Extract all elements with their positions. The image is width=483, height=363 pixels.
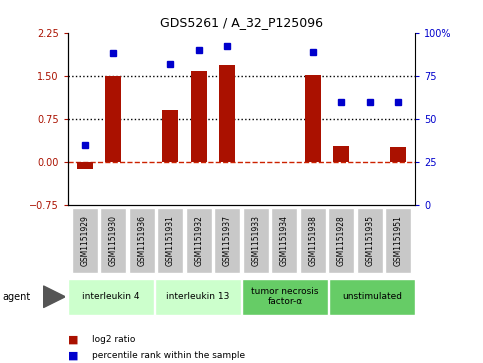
- Text: GSM1151929: GSM1151929: [80, 215, 89, 266]
- FancyBboxPatch shape: [155, 279, 241, 315]
- Text: ■: ■: [68, 351, 82, 361]
- Text: GSM1151938: GSM1151938: [308, 215, 317, 266]
- FancyBboxPatch shape: [186, 208, 212, 273]
- Text: GSM1151932: GSM1151932: [194, 215, 203, 266]
- FancyBboxPatch shape: [271, 208, 297, 273]
- Bar: [191, 71, 207, 162]
- Text: agent: agent: [2, 292, 30, 302]
- Text: GSM1151930: GSM1151930: [109, 215, 118, 266]
- Bar: [333, 146, 349, 162]
- FancyBboxPatch shape: [328, 208, 354, 273]
- FancyBboxPatch shape: [357, 208, 383, 273]
- Polygon shape: [43, 286, 65, 307]
- Text: GSM1151935: GSM1151935: [365, 215, 374, 266]
- Text: GSM1151937: GSM1151937: [223, 215, 232, 266]
- FancyBboxPatch shape: [329, 279, 415, 315]
- Text: GSM1151931: GSM1151931: [166, 215, 175, 266]
- Text: GSM1151928: GSM1151928: [337, 215, 346, 266]
- Text: interleukin 4: interleukin 4: [82, 292, 140, 301]
- FancyBboxPatch shape: [129, 208, 155, 273]
- Bar: [390, 147, 406, 162]
- FancyBboxPatch shape: [242, 279, 328, 315]
- Bar: [162, 110, 178, 162]
- FancyBboxPatch shape: [300, 208, 326, 273]
- Bar: [219, 65, 235, 162]
- Text: GDS5261 / A_32_P125096: GDS5261 / A_32_P125096: [160, 16, 323, 29]
- FancyBboxPatch shape: [214, 208, 240, 273]
- Bar: [305, 75, 321, 162]
- Bar: [105, 76, 121, 162]
- Text: GSM1151933: GSM1151933: [251, 215, 260, 266]
- Text: tumor necrosis
factor-α: tumor necrosis factor-α: [251, 287, 319, 306]
- Text: unstimulated: unstimulated: [342, 292, 402, 301]
- Text: GSM1151934: GSM1151934: [280, 215, 289, 266]
- FancyBboxPatch shape: [100, 208, 126, 273]
- Text: GSM1151951: GSM1151951: [394, 215, 403, 266]
- Text: percentile rank within the sample: percentile rank within the sample: [92, 351, 245, 360]
- Text: log2 ratio: log2 ratio: [92, 335, 135, 344]
- FancyBboxPatch shape: [72, 208, 98, 273]
- FancyBboxPatch shape: [157, 208, 183, 273]
- FancyBboxPatch shape: [243, 208, 269, 273]
- FancyBboxPatch shape: [385, 208, 411, 273]
- Text: ■: ■: [68, 334, 82, 344]
- Bar: [77, 162, 93, 169]
- FancyBboxPatch shape: [68, 279, 154, 315]
- Text: interleukin 13: interleukin 13: [166, 292, 230, 301]
- Text: GSM1151936: GSM1151936: [137, 215, 146, 266]
